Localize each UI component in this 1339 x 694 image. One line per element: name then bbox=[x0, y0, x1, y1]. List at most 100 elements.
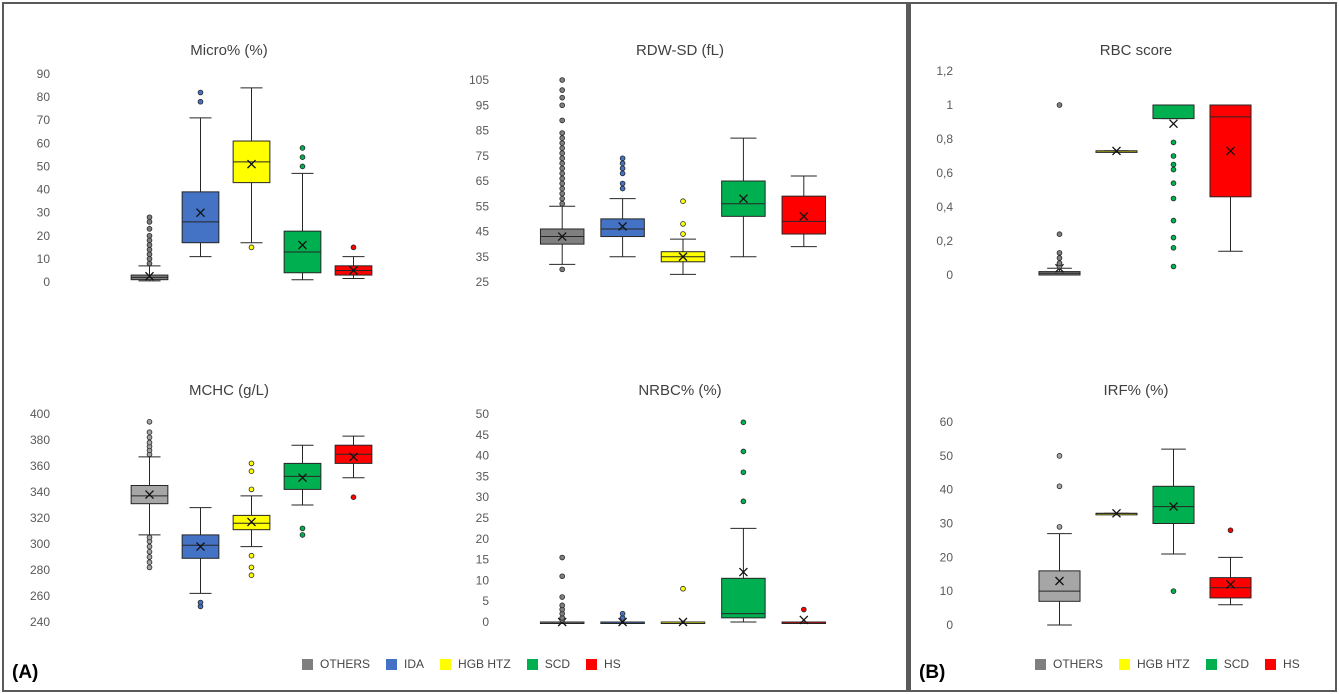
outlier-point bbox=[680, 585, 686, 592]
mean-marker bbox=[349, 452, 358, 462]
outlier-point bbox=[559, 175, 565, 182]
legend-label: OTHERS bbox=[320, 657, 371, 671]
outlier-point bbox=[146, 429, 153, 436]
box-iqr bbox=[181, 191, 220, 244]
y-tick-label: 0,2 bbox=[936, 234, 953, 248]
legend-item: HS bbox=[1265, 657, 1300, 671]
y-tick-label: 30 bbox=[940, 517, 954, 531]
outlier-point bbox=[559, 170, 565, 177]
box-ida bbox=[181, 507, 220, 610]
outlier-point bbox=[146, 543, 153, 550]
y-tick-label: 360 bbox=[30, 459, 50, 473]
box-hgb-htz bbox=[660, 198, 706, 275]
y-tick-label: 35 bbox=[476, 469, 490, 483]
y-tick-label: 20 bbox=[940, 550, 954, 564]
y-tick-label: 20 bbox=[37, 229, 51, 243]
y-tick-label: 70 bbox=[37, 113, 51, 127]
outlier-point bbox=[1170, 234, 1177, 241]
chart-1: RDW-SD (fL) 25 35 45 55 65 75 85 95 105 bbox=[469, 42, 827, 289]
panel-b-charts: RBC score 0 0,2 0,4 0,6 0,8 1 1,2 IRF% (%) 0 10 20 3… bbox=[936, 42, 1252, 632]
box-iqr bbox=[600, 218, 645, 238]
outlier-point bbox=[740, 419, 747, 426]
y-tick-label: 320 bbox=[30, 511, 50, 525]
outlier-point bbox=[559, 87, 565, 93]
box-hs bbox=[334, 244, 373, 280]
box-hgb-htz bbox=[1095, 146, 1138, 156]
legend-label: HS bbox=[604, 657, 621, 671]
legend-item: HGB HTZ bbox=[1119, 657, 1190, 671]
y-tick-label: 25 bbox=[476, 275, 490, 289]
outlier-point bbox=[146, 219, 153, 225]
legend-swatch bbox=[1035, 658, 1046, 670]
outlier-point bbox=[559, 554, 565, 561]
box-others bbox=[1038, 102, 1081, 276]
mean-marker bbox=[1169, 119, 1178, 129]
panel-a: Micro% (%) 0 10 20 30 40 50 60 70 80 90 RDW-SD (fL)… bbox=[2, 2, 908, 692]
y-tick-label: 0 bbox=[946, 268, 953, 282]
outlier-point bbox=[680, 231, 686, 237]
y-tick-label: 30 bbox=[37, 206, 51, 220]
box-scd bbox=[1152, 448, 1195, 594]
outlier-point bbox=[680, 221, 686, 227]
y-tick-label: 35 bbox=[476, 250, 490, 264]
outlier-point bbox=[619, 170, 626, 177]
box-iqr bbox=[721, 577, 766, 619]
y-tick-label: 10 bbox=[37, 252, 51, 266]
legend-item: OTHERS bbox=[302, 657, 370, 671]
mean-marker bbox=[618, 221, 628, 231]
legend-label: IDA bbox=[404, 657, 425, 671]
legend-swatch bbox=[586, 658, 598, 670]
outlier-point bbox=[1056, 231, 1063, 238]
outlier-point bbox=[1170, 588, 1177, 594]
box-others bbox=[539, 554, 585, 627]
mean-marker bbox=[678, 617, 688, 627]
y-tick-label: 1,2 bbox=[936, 64, 953, 78]
y-tick-label: 105 bbox=[469, 73, 489, 87]
y-tick-label: 400 bbox=[30, 407, 50, 421]
box-hgb-htz bbox=[660, 585, 706, 627]
outlier-point bbox=[1056, 250, 1063, 256]
outlier-point bbox=[146, 260, 153, 267]
box-hgb-htz bbox=[232, 460, 271, 578]
outlier-point bbox=[680, 198, 686, 205]
y-tick-label: 30 bbox=[476, 490, 490, 504]
outlier-point bbox=[197, 98, 204, 105]
mean-marker bbox=[298, 473, 307, 483]
panel-b: RBC score 0 0,2 0,4 0,6 0,8 1 1,2 IRF% (%) 0 10 20 3… bbox=[908, 2, 1337, 692]
y-tick-label: 40 bbox=[940, 483, 954, 497]
outlier-point bbox=[146, 232, 153, 239]
mean-marker bbox=[799, 211, 809, 221]
y-tick-label: 0,8 bbox=[936, 132, 953, 146]
mean-marker bbox=[247, 159, 256, 169]
legend-swatch bbox=[386, 658, 398, 670]
y-tick-label: 5 bbox=[482, 594, 489, 608]
mean-marker bbox=[145, 271, 154, 281]
y-tick-label: 1 bbox=[946, 98, 953, 112]
outlier-point bbox=[146, 564, 153, 571]
mean-marker bbox=[196, 208, 205, 218]
box-ida bbox=[181, 89, 220, 258]
mean-marker bbox=[1055, 576, 1064, 586]
outlier-point bbox=[1056, 102, 1063, 108]
outlier-point bbox=[619, 160, 626, 167]
outlier-point bbox=[248, 564, 255, 571]
legend-item: HS bbox=[586, 657, 621, 671]
outlier-point bbox=[146, 214, 153, 221]
legend-swatch bbox=[440, 658, 452, 670]
outlier-point bbox=[1056, 260, 1063, 266]
outlier-point bbox=[559, 130, 565, 136]
y-tick-label: 240 bbox=[30, 615, 50, 629]
outlier-point bbox=[559, 602, 565, 609]
outlier-point bbox=[146, 237, 153, 244]
outlier-point bbox=[1170, 195, 1177, 202]
outlier-point bbox=[559, 266, 565, 273]
outlier-point bbox=[146, 548, 153, 555]
y-tick-label: 75 bbox=[476, 149, 490, 163]
box-others bbox=[539, 77, 585, 273]
outlier-point bbox=[146, 559, 153, 565]
legend-swatch bbox=[1119, 658, 1131, 670]
outlier-point bbox=[559, 94, 565, 101]
y-tick-label: 50 bbox=[476, 407, 490, 421]
outlier-point bbox=[299, 154, 306, 161]
